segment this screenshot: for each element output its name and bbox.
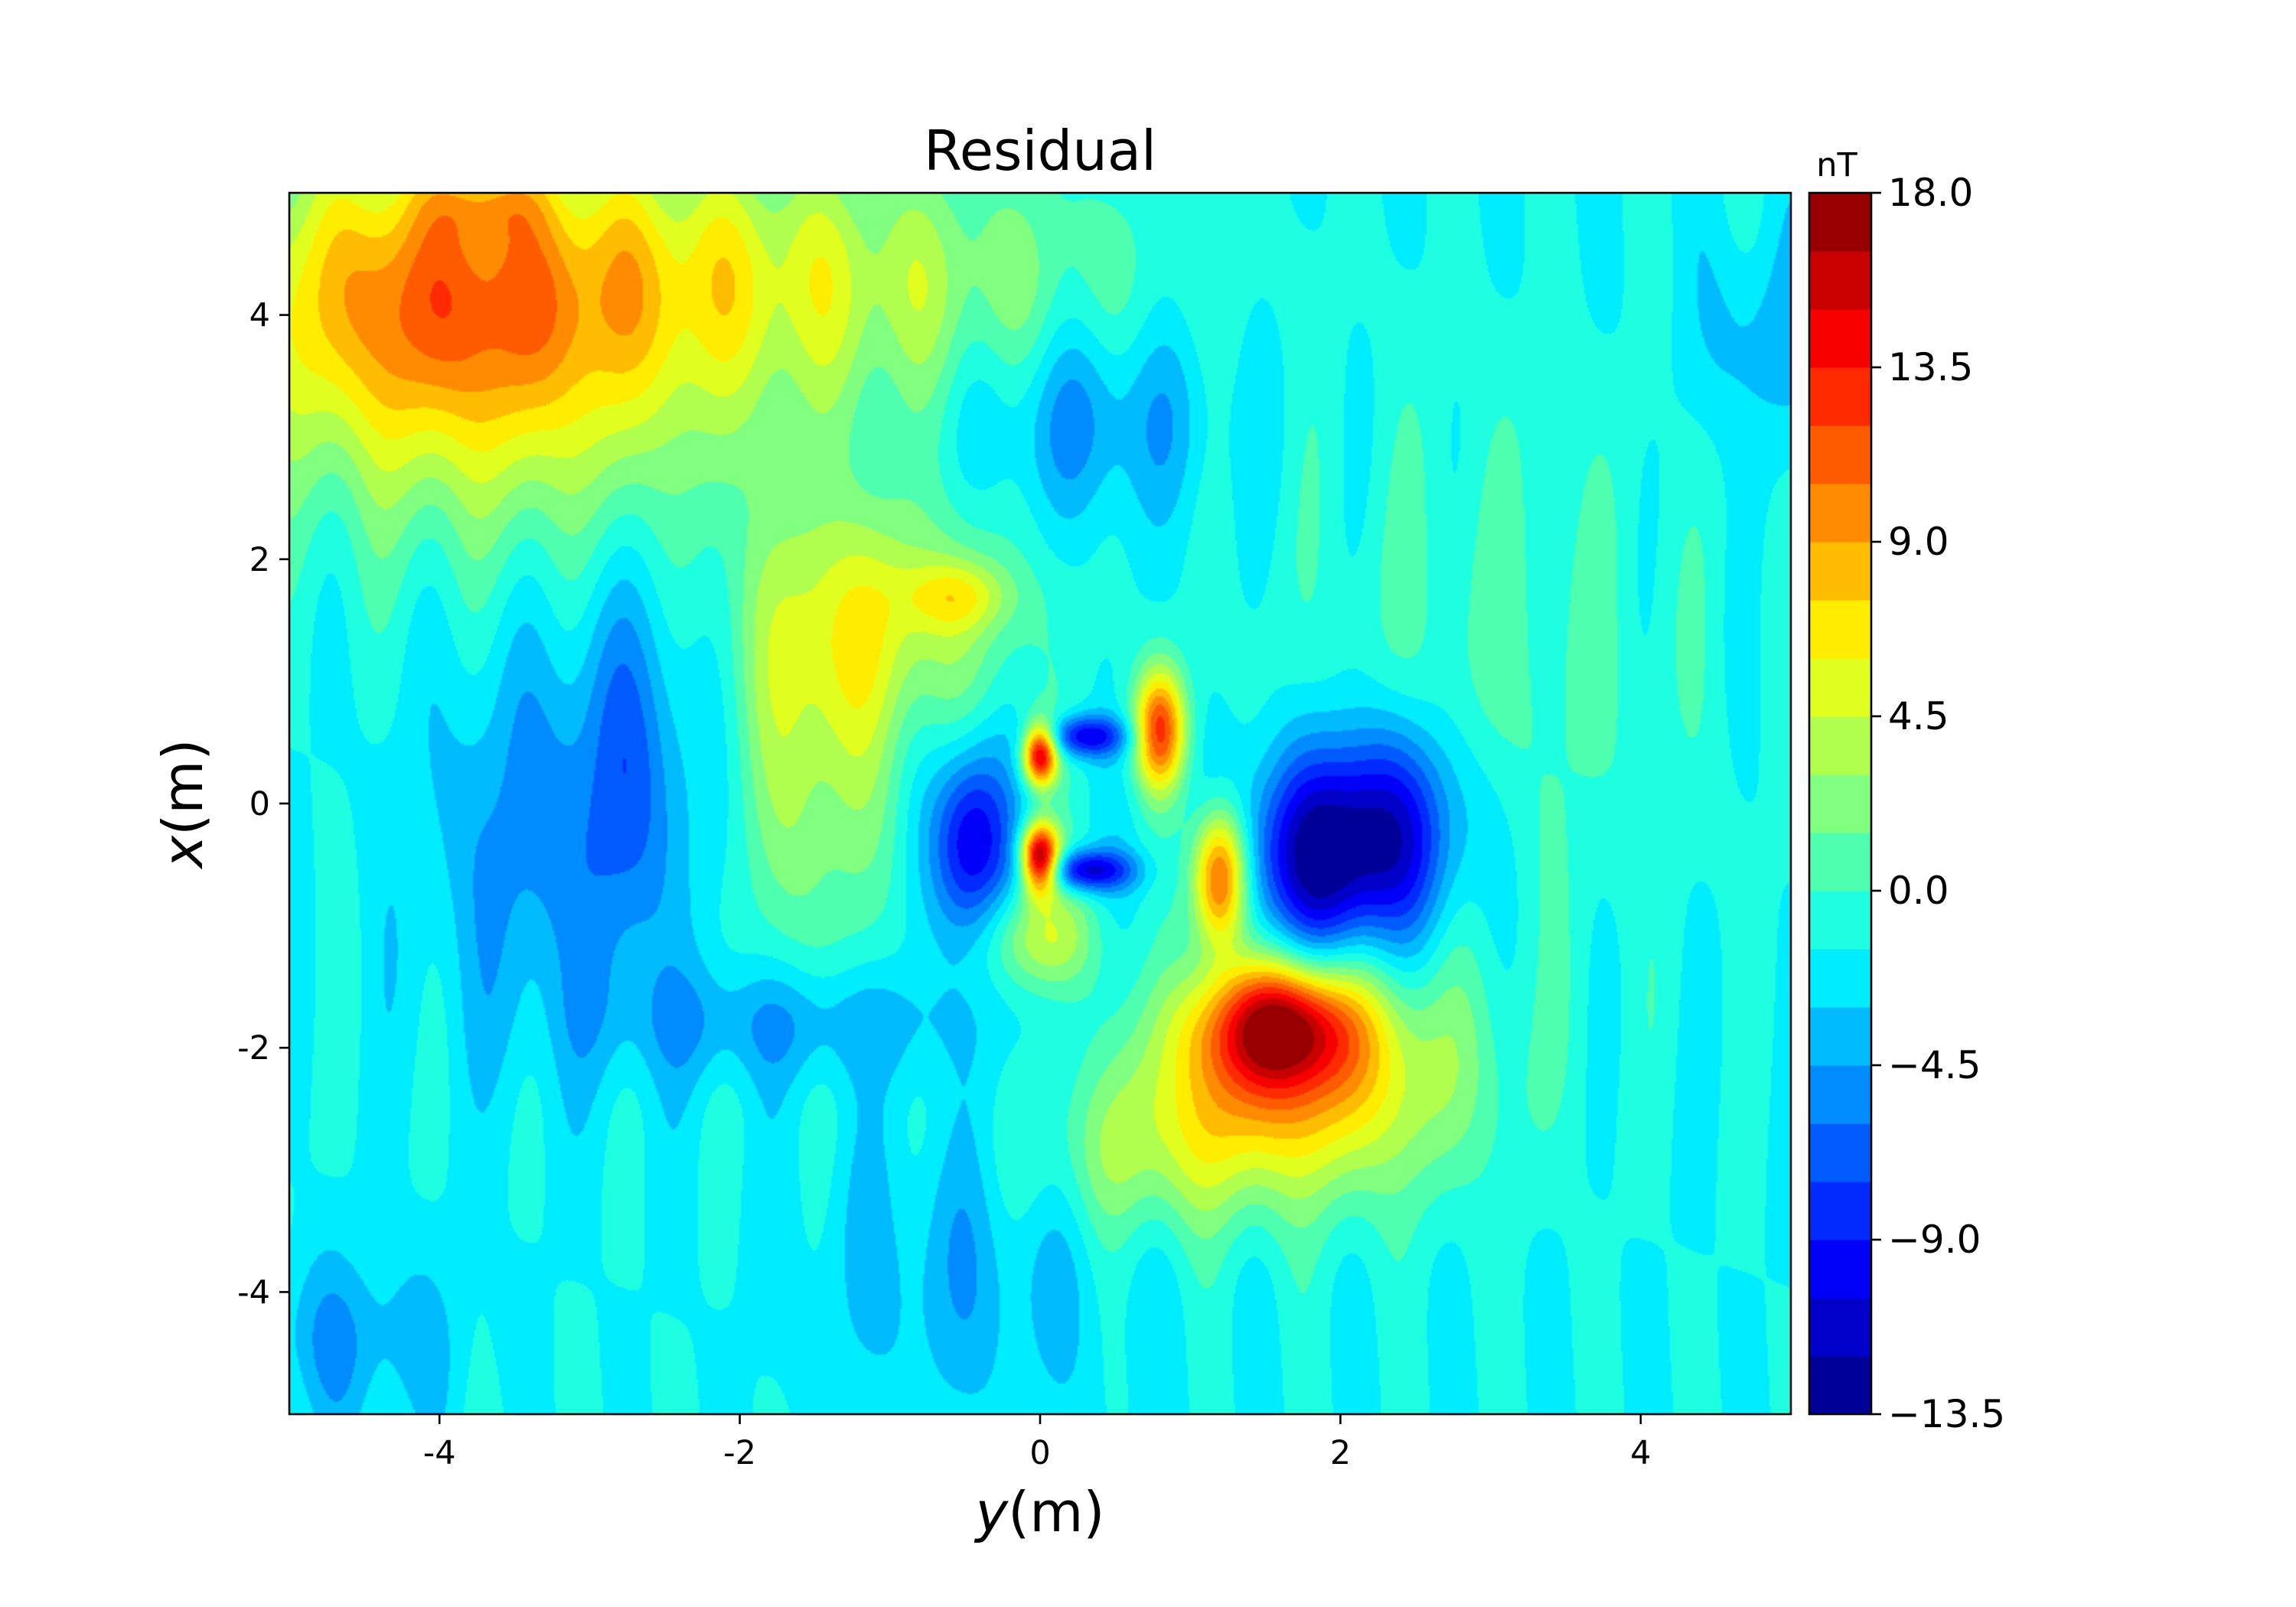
colorbar-tick-label: −4.5	[1888, 1043, 1981, 1087]
colorbar-tick-label: 0.0	[1888, 869, 1949, 913]
colorbar: −13.5 −9.0 −4.5 0.0 4.5 9.0 13.5 18.0 nT	[1808, 146, 2005, 1436]
colorbar-band	[1809, 1123, 1871, 1182]
chart-title: Residual	[924, 119, 1156, 183]
x-axis-label-unit: (m)	[1008, 1480, 1104, 1544]
colorbar-band	[1809, 600, 1871, 659]
colorbar-frame	[1808, 191, 1873, 1416]
x-tick-label: -4	[423, 1434, 456, 1472]
colorbar-tick-label: 4.5	[1888, 694, 1949, 738]
y-axis-label-unit: (m)	[151, 739, 215, 836]
colorbar-band	[1809, 1007, 1871, 1066]
colorbar-band	[1809, 309, 1871, 368]
plot-area	[288, 191, 1792, 1416]
x-tick-label: 2	[1330, 1434, 1351, 1472]
colorbar-band	[1809, 542, 1871, 601]
y-axis: -4 -2 0 2 4	[237, 297, 289, 1312]
x-axis: -4 -2 0 2 4	[423, 1414, 1651, 1472]
colorbar-band	[1809, 484, 1871, 543]
x-tick-label: 4	[1630, 1434, 1651, 1472]
colorbar-ticks: −13.5 −9.0 −4.5 0.0 4.5 9.0 13.5 18.0	[1871, 171, 2005, 1436]
colorbar-band	[1809, 1065, 1871, 1124]
colorbar-band	[1809, 1298, 1871, 1357]
colorbar-band	[1809, 1240, 1871, 1299]
colorbar-band	[1809, 425, 1871, 484]
colorbar-band	[1809, 658, 1871, 717]
colorbar-band	[1809, 833, 1871, 892]
colorbar-band	[1809, 891, 1871, 950]
y-tick-label: 2	[249, 541, 270, 579]
colorbar-band	[1809, 367, 1871, 426]
colorbar-band	[1809, 251, 1871, 310]
contour-field	[289, 193, 1791, 1414]
x-tick-label: -2	[723, 1434, 756, 1472]
colorbar-bands	[1809, 193, 1871, 1415]
colorbar-band	[1809, 1182, 1871, 1240]
colorbar-tick-label: 9.0	[1888, 520, 1949, 564]
colorbar-band	[1809, 716, 1871, 775]
colorbar-band	[1809, 949, 1871, 1008]
x-axis-label: y(m)	[974, 1480, 1105, 1544]
y-tick-label: 0	[249, 785, 270, 823]
y-tick-label: 4	[249, 297, 270, 335]
y-axis-label: x(m)	[151, 739, 215, 870]
colorbar-tick-label: −9.0	[1888, 1217, 1981, 1262]
colorbar-tick-label: −13.5	[1888, 1392, 2005, 1436]
y-axis-label-var: x	[151, 834, 215, 869]
colorbar-tick-label: 18.0	[1888, 171, 1973, 215]
y-tick-label: -2	[237, 1029, 270, 1068]
colorbar-tick-label: 13.5	[1888, 345, 1973, 390]
colorbar-band	[1809, 774, 1871, 833]
colorbar-band	[1809, 1356, 1871, 1415]
x-tick-label: 0	[1029, 1434, 1050, 1472]
x-axis-label-var: y	[974, 1480, 1009, 1544]
colorbar-band	[1809, 193, 1871, 252]
colorbar-unit-label: nT	[1816, 146, 1857, 184]
y-tick-label: -4	[237, 1273, 270, 1312]
